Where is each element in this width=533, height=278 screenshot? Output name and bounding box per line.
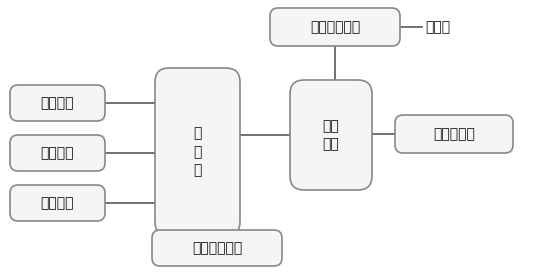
Text: 保护模块: 保护模块: [41, 196, 74, 210]
FancyBboxPatch shape: [10, 85, 105, 121]
Text: 步进电动机: 步进电动机: [433, 127, 475, 141]
Text: 市电源: 市电源: [425, 20, 450, 34]
Text: 功能模块: 功能模块: [41, 96, 74, 110]
FancyBboxPatch shape: [10, 185, 105, 221]
Text: 通信模块: 通信模块: [41, 146, 74, 160]
Text: 电源转换模块: 电源转换模块: [310, 20, 360, 34]
Text: 单
片
机: 单 片 机: [193, 126, 201, 177]
Text: 驱动
模块: 驱动 模块: [322, 119, 340, 151]
FancyBboxPatch shape: [155, 68, 240, 236]
Text: 故障检测模块: 故障检测模块: [192, 241, 242, 255]
FancyBboxPatch shape: [10, 135, 105, 171]
FancyBboxPatch shape: [290, 80, 372, 190]
FancyBboxPatch shape: [152, 230, 282, 266]
FancyBboxPatch shape: [270, 8, 400, 46]
FancyBboxPatch shape: [395, 115, 513, 153]
